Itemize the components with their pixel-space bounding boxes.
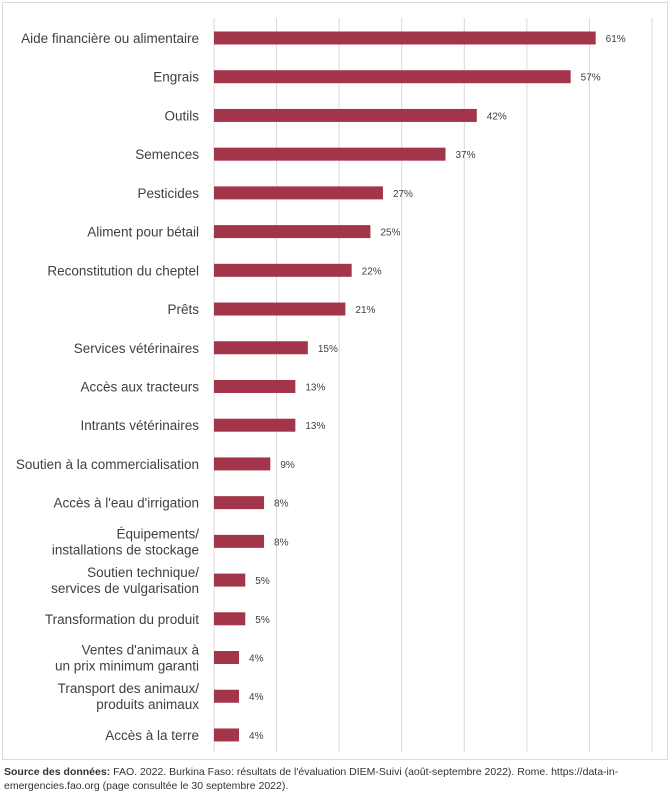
bar bbox=[214, 457, 271, 471]
source-note: Source des données: FAO. 2022. Burkina F… bbox=[4, 765, 668, 793]
bar bbox=[214, 534, 265, 548]
value-label: 25% bbox=[380, 228, 400, 239]
category-label: Services vétérinaires bbox=[74, 341, 200, 356]
value-label: 4% bbox=[249, 692, 264, 703]
value-label: 4% bbox=[249, 731, 264, 742]
bar bbox=[214, 651, 240, 665]
category-label: Reconstitution du cheptel bbox=[47, 263, 199, 278]
bar bbox=[214, 418, 296, 432]
value-label: 21% bbox=[355, 305, 375, 316]
chart-frame bbox=[2, 2, 668, 760]
category-label: Soutien à la commercialisation bbox=[16, 457, 199, 472]
bar bbox=[214, 612, 246, 626]
category-label: Accès à la terre bbox=[105, 728, 199, 743]
category-label: Outils bbox=[164, 108, 199, 123]
bar bbox=[214, 31, 596, 45]
bar bbox=[214, 573, 246, 587]
bar bbox=[214, 302, 346, 316]
bar-chart: 61% Aide financière ou alimentaire 57% Engr… bbox=[16, 18, 653, 752]
category-label: Équipements/installations de stockage bbox=[52, 526, 199, 557]
value-label: 4% bbox=[249, 654, 264, 665]
category-label: Pesticides bbox=[137, 186, 199, 201]
value-label: 13% bbox=[305, 382, 325, 393]
value-label: 5% bbox=[255, 576, 270, 587]
category-label: Soutien technique/services de vulgarisat… bbox=[51, 565, 199, 596]
bar bbox=[214, 728, 240, 742]
category-label: Intrants vétérinaires bbox=[80, 418, 199, 433]
category-label: Engrais bbox=[153, 70, 199, 85]
bar bbox=[214, 225, 371, 239]
category-label: Semences bbox=[135, 147, 199, 162]
category-label: Aide financière ou alimentaire bbox=[21, 31, 199, 46]
value-label: 27% bbox=[393, 189, 413, 200]
category-label: Aliment pour bétail bbox=[87, 225, 199, 240]
bar bbox=[214, 186, 383, 200]
source-text: FAO. 2022. Burkina Faso: résultats de l'… bbox=[4, 766, 619, 792]
source-label: Source des données: bbox=[4, 766, 111, 778]
value-label: 9% bbox=[280, 460, 295, 471]
bar bbox=[214, 263, 352, 277]
value-label: 13% bbox=[305, 421, 325, 432]
category-label: Accès à l'eau d'irrigation bbox=[54, 496, 199, 511]
value-label: 8% bbox=[274, 499, 289, 510]
bar bbox=[214, 70, 571, 84]
value-label: 57% bbox=[581, 73, 601, 84]
bar bbox=[214, 108, 477, 122]
value-label: 61% bbox=[606, 34, 626, 45]
bar bbox=[214, 341, 308, 355]
category-label: Accès aux tracteurs bbox=[80, 379, 199, 394]
value-label: 22% bbox=[362, 266, 382, 277]
bar bbox=[214, 496, 265, 510]
bar bbox=[214, 147, 446, 161]
bar bbox=[214, 379, 296, 393]
value-label: 37% bbox=[456, 150, 476, 161]
category-label: Transformation du produit bbox=[45, 612, 199, 627]
value-label: 8% bbox=[274, 537, 289, 548]
category-label: Ventes d'animaux à un prix minimum garant… bbox=[55, 643, 200, 674]
value-label: 15% bbox=[318, 344, 338, 355]
bar bbox=[214, 689, 240, 703]
value-label: 5% bbox=[255, 615, 270, 626]
category-label: Prêts bbox=[167, 302, 199, 317]
category-label: Transport des animaux/produits animaux bbox=[58, 681, 200, 712]
value-label: 42% bbox=[487, 111, 507, 122]
